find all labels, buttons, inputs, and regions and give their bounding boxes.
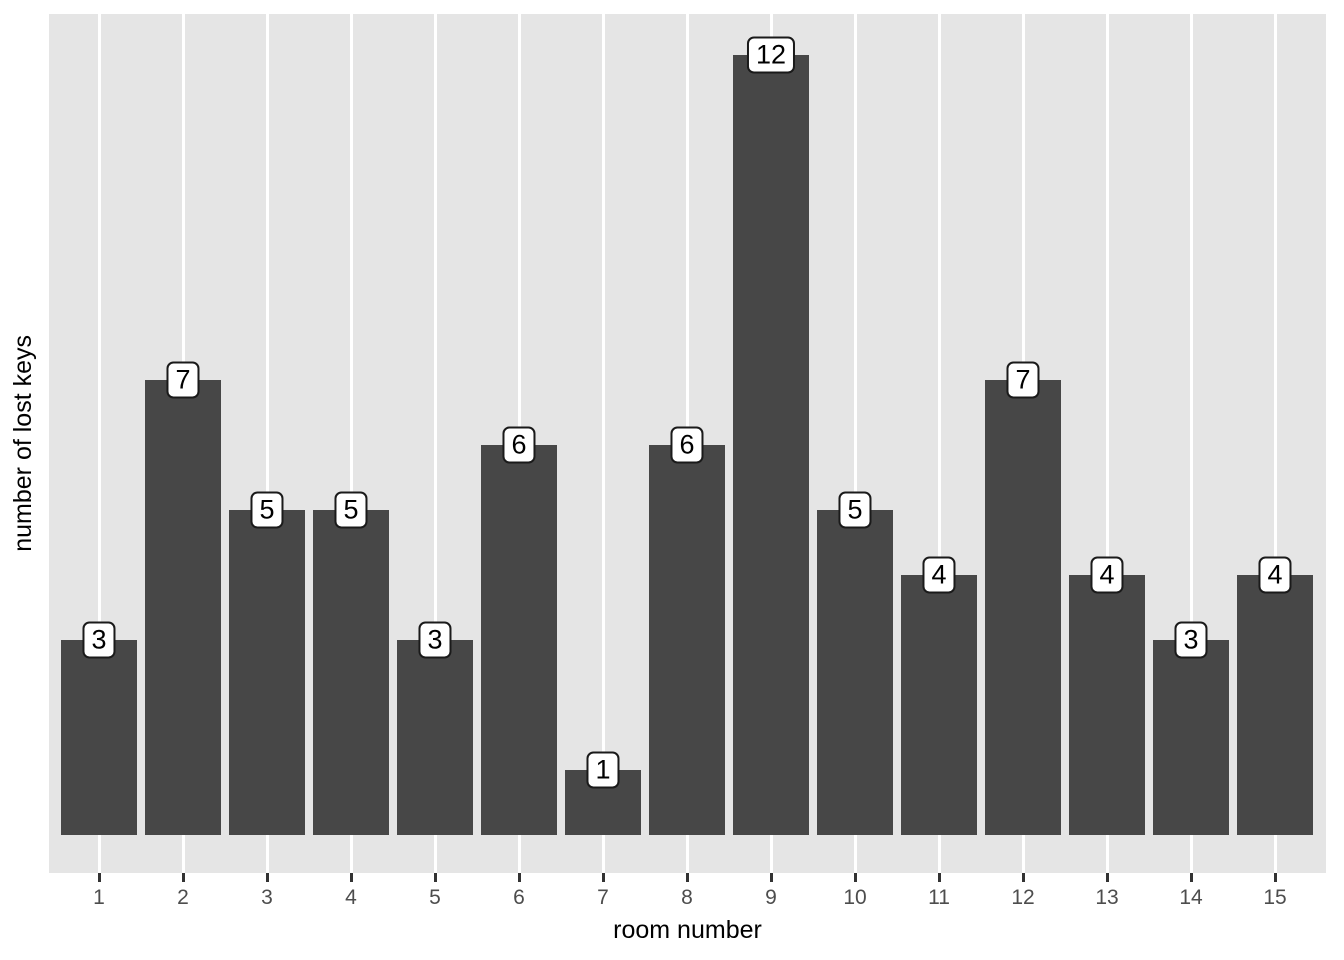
bar-value-label: 3 <box>418 621 452 659</box>
gridline-vertical <box>265 14 269 873</box>
x-tick-label: 15 <box>1263 886 1287 909</box>
bar-value-label: 3 <box>1174 621 1208 659</box>
bar-value-label: 4 <box>1090 556 1124 594</box>
bar-value-label: 6 <box>502 426 536 464</box>
bar-value-label: 5 <box>250 491 284 529</box>
bar-value-label: 12 <box>746 36 796 74</box>
x-axis-tick <box>1021 873 1025 882</box>
x-axis-tick <box>1273 873 1277 882</box>
gridline-vertical <box>433 14 437 873</box>
x-axis-tick <box>601 873 605 882</box>
x-axis-tick <box>517 873 521 882</box>
gridline-vertical <box>601 14 605 873</box>
bar-value-label: 6 <box>670 426 704 464</box>
x-tick-label: 14 <box>1179 886 1203 909</box>
x-axis-tick <box>1189 873 1193 882</box>
gridline-vertical <box>97 14 101 873</box>
bar-value-label: 4 <box>922 556 956 594</box>
x-axis-tick <box>853 873 857 882</box>
x-axis-tick <box>349 873 353 882</box>
x-tick-label: 6 <box>513 886 525 909</box>
x-tick-label: 10 <box>843 886 867 909</box>
x-tick-label: 4 <box>345 886 357 909</box>
bar <box>1153 640 1229 835</box>
gridline-vertical <box>937 14 941 873</box>
bar-value-label: 7 <box>166 361 200 399</box>
x-axis-title: room number <box>613 916 762 944</box>
bar <box>901 575 977 835</box>
bar <box>985 380 1061 835</box>
x-tick-label: 7 <box>597 886 609 909</box>
x-tick-label: 1 <box>93 886 105 909</box>
bar <box>817 510 893 835</box>
bar <box>1069 575 1145 835</box>
gridline-vertical <box>349 14 353 873</box>
bar-value-label: 5 <box>838 491 872 529</box>
bar <box>649 445 725 835</box>
bar <box>733 55 809 835</box>
bar <box>1237 575 1313 835</box>
bar-value-label: 3 <box>82 621 116 659</box>
x-tick-label: 13 <box>1095 886 1119 909</box>
bar-value-label: 7 <box>1006 361 1040 399</box>
bar-value-label: 5 <box>334 491 368 529</box>
x-axis-tick <box>265 873 269 882</box>
bar-value-label: 1 <box>586 751 620 789</box>
bar-value-label: 4 <box>1258 556 1292 594</box>
x-tick-label: 9 <box>765 886 777 909</box>
y-axis-title: number of lost keys <box>8 14 38 873</box>
bar <box>397 640 473 835</box>
x-axis-tick <box>97 873 101 882</box>
x-tick-label: 2 <box>177 886 189 909</box>
x-axis-tick <box>1105 873 1109 882</box>
plot-panel: 3 7 5 5 3 6 1 6 12 5 4 7 4 3 4 <box>49 14 1326 873</box>
gridline-vertical <box>1189 14 1193 873</box>
x-axis-tick <box>685 873 689 882</box>
x-axis-tick <box>181 873 185 882</box>
x-tick-label: 3 <box>261 886 273 909</box>
bar <box>229 510 305 835</box>
gridline-vertical <box>853 14 857 873</box>
bar <box>481 445 557 835</box>
x-tick-label: 11 <box>928 886 950 909</box>
bar <box>61 640 137 835</box>
gridline-vertical <box>1273 14 1277 873</box>
x-axis-tick <box>937 873 941 882</box>
y-axis-title-text: number of lost keys <box>8 335 37 552</box>
x-tick-label: 12 <box>1011 886 1035 909</box>
x-axis-tick <box>769 873 773 882</box>
bar <box>313 510 389 835</box>
gridline-vertical <box>1105 14 1109 873</box>
x-tick-label: 8 <box>681 886 693 909</box>
x-axis-tick <box>433 873 437 882</box>
x-tick-label: 5 <box>429 886 441 909</box>
bar <box>145 380 221 835</box>
